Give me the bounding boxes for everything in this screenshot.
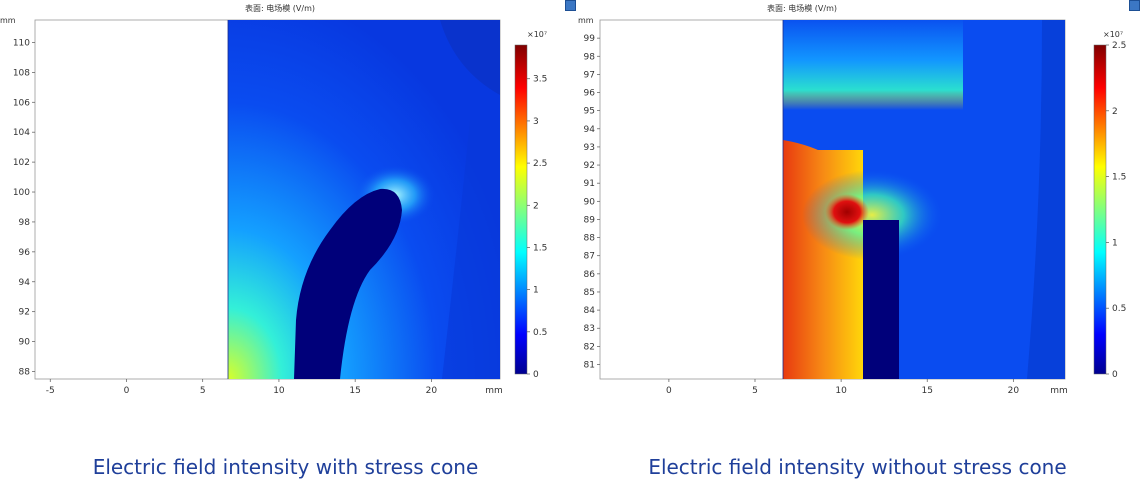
- y-tick-label: 89: [584, 215, 596, 225]
- colorbar: [1093, 44, 1107, 375]
- caption: Electric field intensity without stress …: [648, 455, 1067, 479]
- colorbar-tick-label: 2: [533, 201, 539, 211]
- y-tick-label: 86: [584, 270, 596, 280]
- colorbar-tick-label: 1: [1112, 238, 1118, 248]
- y-tick-label: 92: [19, 308, 30, 318]
- y-unit-label: mm: [0, 16, 16, 25]
- heatmap-plot: -5 0 5 10 15 20 mm1101081061041021009896949290…: [13, 19, 547, 396]
- y-tick-label: 97: [584, 70, 595, 80]
- y-tick-label: 94: [19, 278, 31, 288]
- y-tick-label: 95: [584, 107, 595, 117]
- colorbar-tick-label: 0.5: [533, 328, 547, 338]
- colorbar-tick-label: 0: [533, 370, 539, 380]
- colorbar-tick-label: 0: [1112, 370, 1118, 380]
- y-tick-label: 93: [584, 143, 595, 153]
- y-tick-label: 102: [13, 158, 30, 168]
- y-tick-label: 98: [19, 218, 31, 228]
- x-tick-label: 0: [124, 386, 130, 396]
- x-tick-label: 20: [1008, 386, 1020, 396]
- y-tick-label: 91: [584, 179, 595, 189]
- x-tick-label: 15: [349, 386, 360, 396]
- colorbar-tick-label: 3.5: [533, 75, 547, 85]
- y-tick-label: 84: [584, 306, 596, 316]
- x-tick-label: 10: [273, 386, 285, 396]
- y-tick-label: 98: [584, 52, 596, 62]
- window-icon[interactable]: [565, 0, 576, 11]
- x-tick-label: 20: [426, 386, 438, 396]
- y-tick-label: 83: [584, 324, 595, 334]
- chart-panel-without-stress-cone: 表面: 电场模 (V/m) mm: [572, 0, 1143, 495]
- colorbar-exponent: ×10⁷: [527, 30, 548, 39]
- y-tick-label: 110: [13, 38, 30, 48]
- y-tick-label: 96: [584, 89, 596, 99]
- colorbar: [514, 44, 528, 375]
- colorbar-tick-label: 2.5: [533, 159, 547, 169]
- y-tick-label: 99: [584, 34, 596, 44]
- y-tick-label: 88: [584, 234, 596, 244]
- y-tick-label: 96: [19, 248, 31, 258]
- x-tick-label: 0: [666, 386, 672, 396]
- y-tick-label: 92: [584, 161, 595, 171]
- y-tick-label: 90: [584, 197, 596, 207]
- y-tick-label: 90: [19, 338, 31, 348]
- colorbar-tick-label: 3: [533, 117, 539, 127]
- y-tick-label: 108: [13, 68, 30, 78]
- y-tick-label: 81: [584, 360, 595, 370]
- colorbar-tick-label: 1.5: [533, 243, 547, 253]
- y-tick-label: 85: [584, 288, 595, 298]
- colorbar-tick-label: 0.5: [1112, 304, 1126, 314]
- conductor-block: [863, 220, 899, 379]
- plot-title: 表面: 电场模 (V/m): [245, 4, 315, 13]
- y-tick-label: 87: [584, 252, 595, 262]
- y-tick-label: 100: [13, 188, 30, 198]
- y-tick-label: 88: [19, 368, 31, 378]
- colorbar-tick-label: 2.5: [1112, 41, 1126, 51]
- colorbar-exponent: ×10⁷: [1103, 30, 1124, 39]
- caption: Electric field intensity with stress con…: [92, 455, 479, 479]
- heatmap-plot: 0 5 10 15 20 mm999897969594939291908988878685…: [584, 19, 1126, 396]
- x-tick-label: -5: [46, 386, 55, 396]
- x-unit-label: mm: [485, 386, 503, 396]
- chart-panel-with-stress-cone: 表面: 电场模 (V/m) mm: [0, 0, 571, 495]
- window-icon[interactable]: [1129, 0, 1140, 11]
- colorbar-tick-label: 2: [1112, 107, 1118, 117]
- y-tick-label: 106: [13, 98, 30, 108]
- x-tick-label: 10: [835, 386, 847, 396]
- x-unit-label: mm: [1050, 386, 1068, 396]
- y-tick-label: 94: [584, 125, 596, 135]
- colorbar-tick-label: 1: [533, 286, 539, 296]
- field-region: [228, 20, 500, 379]
- y-tick-label: 104: [13, 128, 30, 138]
- colorbar-tick-label: 1.5: [1112, 173, 1126, 183]
- y-unit-label: mm: [578, 16, 594, 25]
- x-tick-label: 5: [200, 386, 206, 396]
- field-region: [783, 20, 1065, 379]
- x-tick-label: 5: [752, 386, 758, 396]
- y-tick-label: 82: [584, 342, 595, 352]
- plot-title: 表面: 电场模 (V/m): [767, 4, 837, 13]
- stress-cone-shape: [294, 188, 402, 379]
- x-tick-label: 15: [921, 386, 932, 396]
